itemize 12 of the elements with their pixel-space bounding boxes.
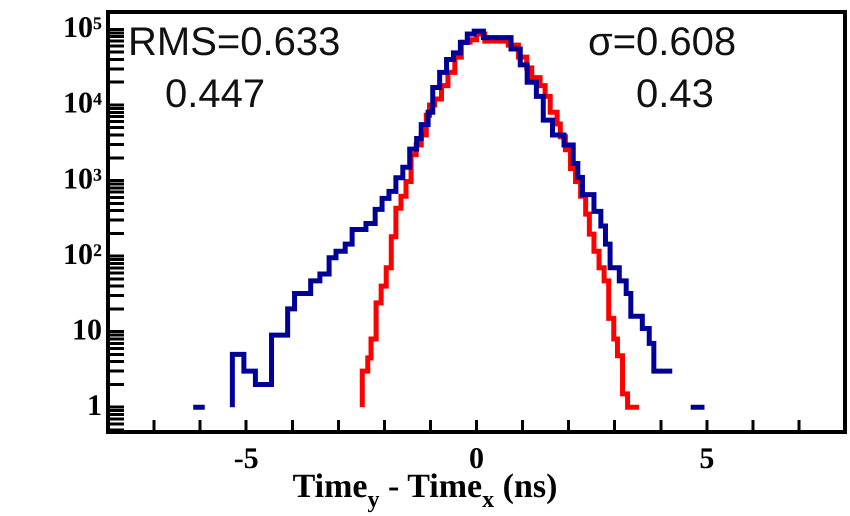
annotation: 0.447	[165, 72, 266, 116]
y-tick-label: 10	[72, 313, 102, 346]
x-tick-label: 5	[699, 442, 714, 475]
annotation: RMS=0.633	[128, 20, 340, 64]
y-tick-label: 10³	[63, 162, 102, 196]
y-tick-label: 10²	[63, 238, 102, 271]
y-tick-label: 10⁴	[63, 86, 102, 120]
y-tick-label: 10⁵	[63, 11, 102, 44]
x-tick-label: -5	[234, 442, 259, 475]
annotation: σ=0.608	[588, 20, 736, 64]
annotation: 0.43	[636, 72, 714, 116]
y-tick-label: 1	[87, 388, 102, 422]
